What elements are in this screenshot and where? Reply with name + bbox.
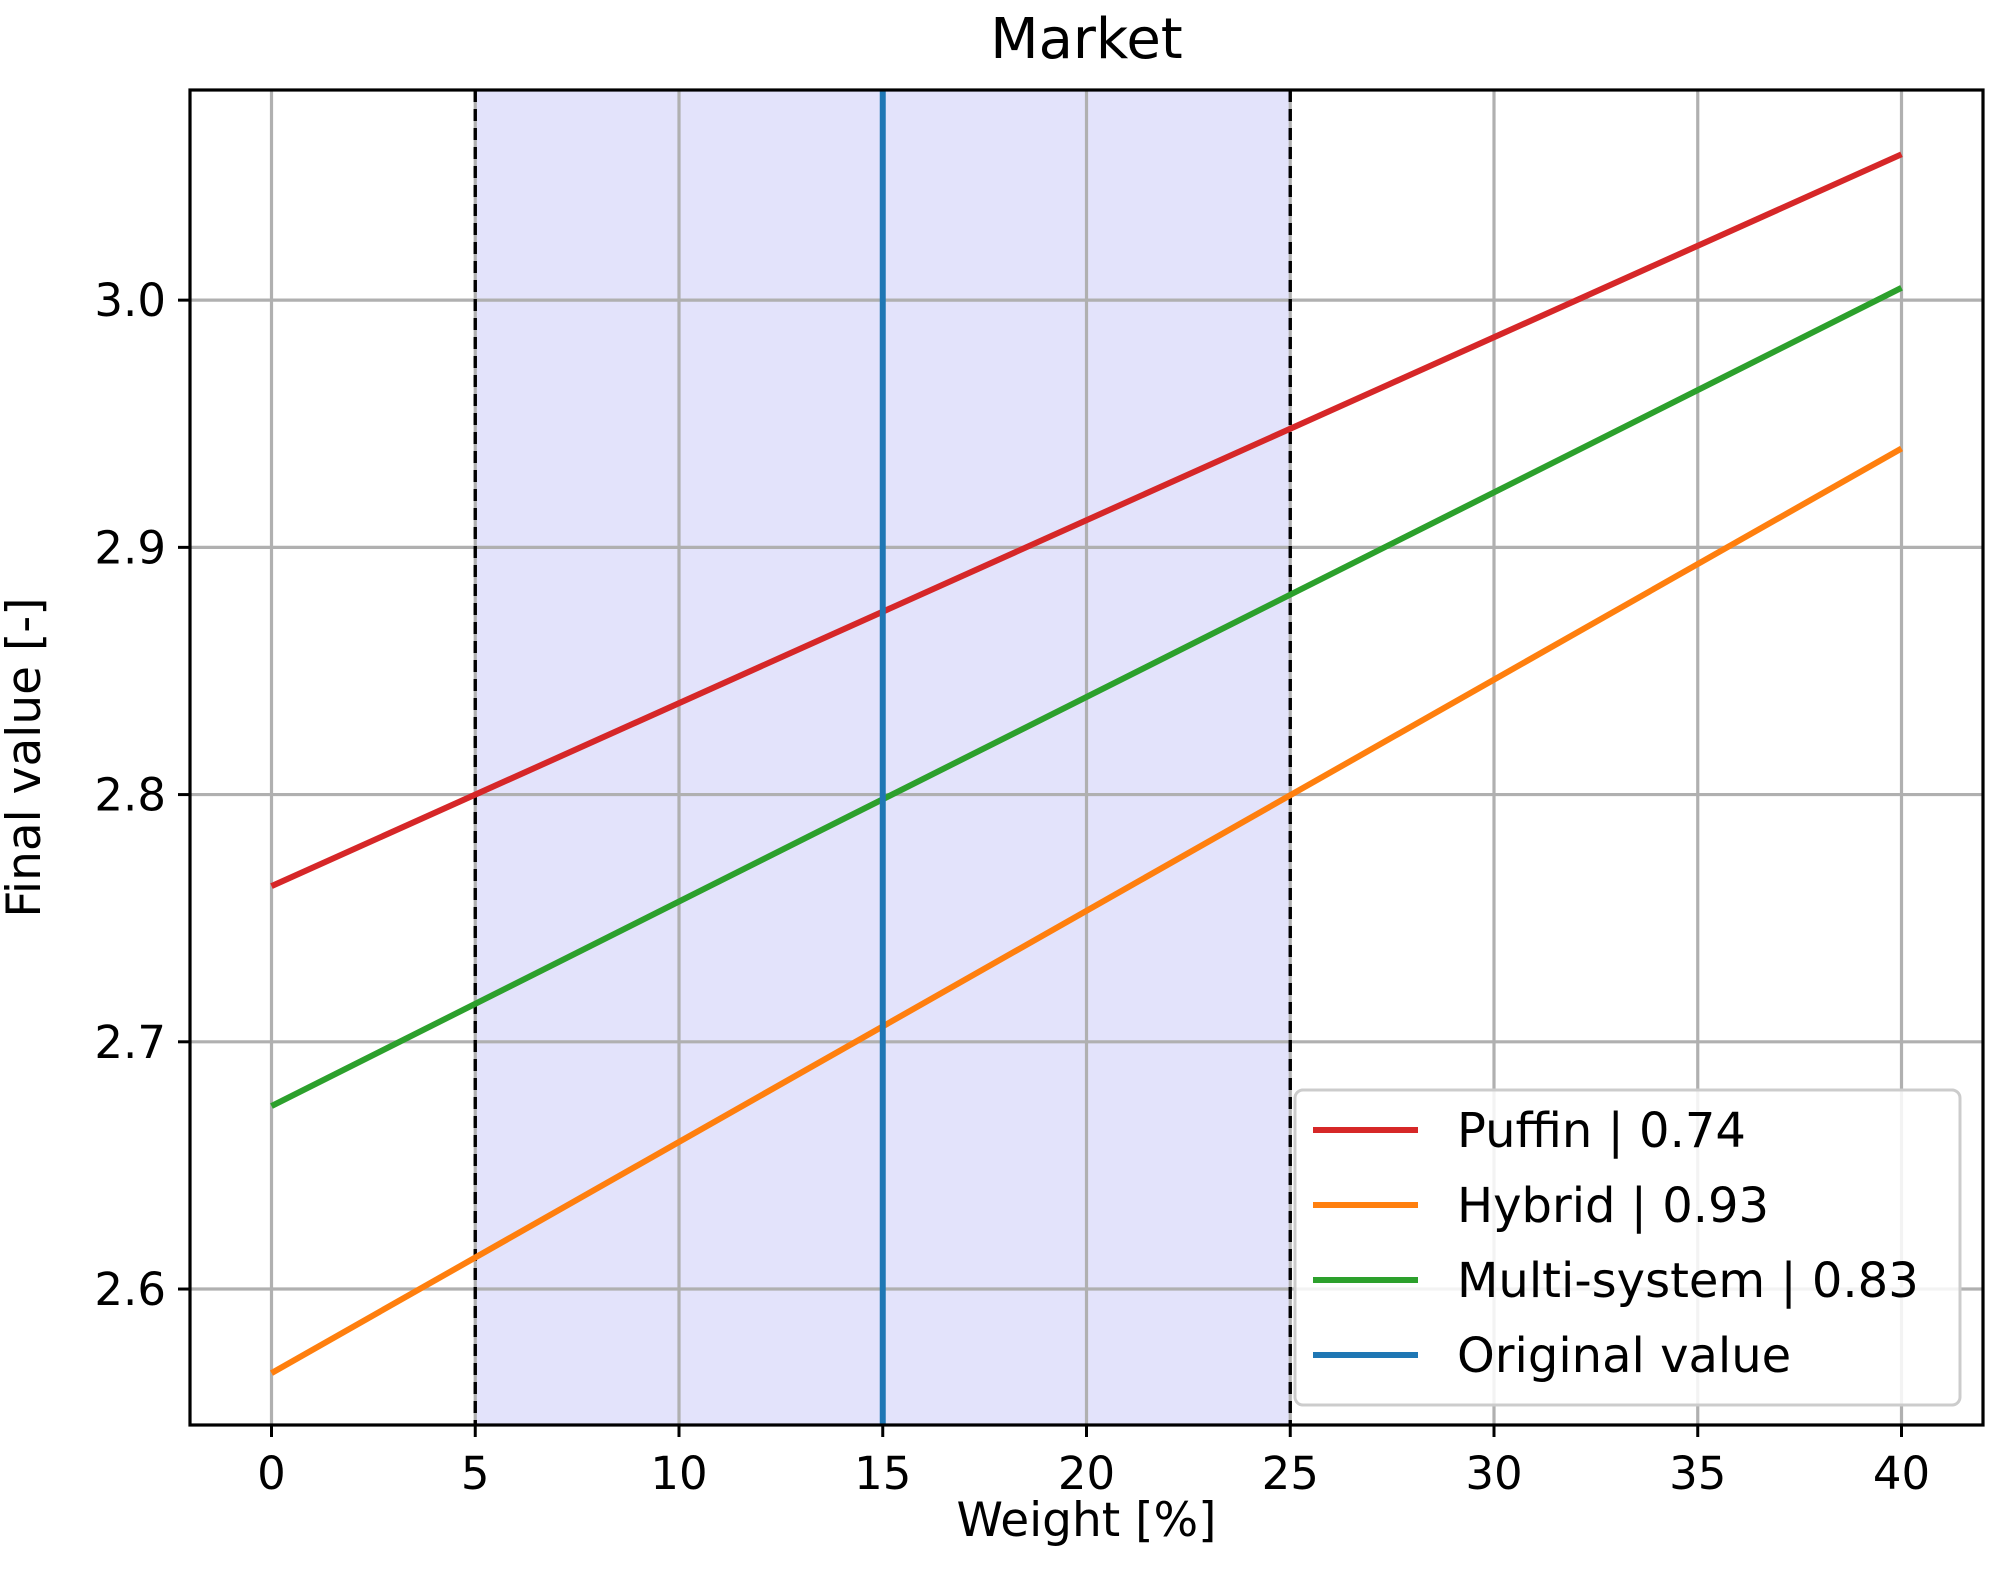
ticks-layer: 0 5 10 15 20 25 30 35 40 2.6 2.7 2.8 2.9 3.0 [94, 274, 1930, 1500]
legend-box [1293, 1088, 1962, 1407]
x-tick-label: 30 [1465, 1447, 1522, 1500]
y-axis-label: Final value [-] [0, 597, 52, 917]
x-tick-label: 5 [461, 1447, 490, 1500]
y-tick-label: 2.9 [94, 521, 166, 574]
x-tick-label: 40 [1873, 1447, 1930, 1500]
legend-label: Hybrid | 0.93 [1457, 1178, 1769, 1234]
legend-label: Puffin | 0.74 [1457, 1103, 1746, 1159]
y-tick-label: 2.8 [94, 769, 166, 822]
legend-label: Original value [1457, 1328, 1791, 1384]
series-line [270, 445, 1903, 1376]
y-tick-label: 3.0 [94, 274, 166, 327]
x-tick-label: 25 [1262, 1447, 1319, 1500]
legend: Puffin | 0.74 Hybrid | 0.93 Multi-system |… [1293, 1088, 1962, 1407]
y-tick-label: 2.7 [94, 1016, 166, 1069]
series-line [270, 151, 1903, 889]
x-tick-label: 35 [1669, 1447, 1726, 1500]
y-tick-label: 2.6 [94, 1263, 166, 1316]
x-axis-label: Weight [%] [956, 1493, 1216, 1548]
chart-title: Market [990, 7, 1183, 72]
x-tick-label: 15 [854, 1447, 911, 1500]
legend-label: Multi-system | 0.83 [1457, 1253, 1919, 1309]
series-layer [270, 90, 1903, 1425]
boundary-lines-layer [473, 90, 1292, 1425]
x-tick-label: 10 [650, 1447, 707, 1500]
series-line [270, 285, 1903, 1109]
x-tick-label: 0 [257, 1447, 286, 1500]
x-tick-label: 20 [1058, 1447, 1115, 1500]
